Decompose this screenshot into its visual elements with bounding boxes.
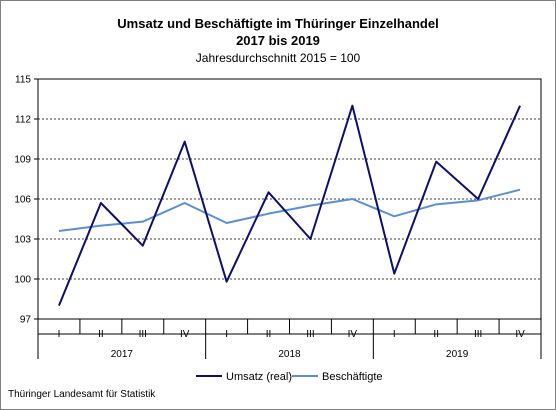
legend-label: Umsatz (real) [226, 371, 292, 383]
x-tick-label: IV [348, 329, 358, 340]
year-label: 2019 [446, 349, 469, 360]
x-tick-label: II [266, 329, 272, 340]
y-tick-label: 106 [14, 195, 31, 206]
year-label: 2017 [111, 349, 134, 360]
series-line-umsatz-real [58, 104, 521, 307]
x-tick-label: III [306, 329, 314, 340]
y-tick-label: 112 [15, 115, 31, 126]
legend-label: Beschäftigte [322, 371, 383, 383]
x-tick-label: III [139, 329, 147, 340]
x-tick-label: II [433, 329, 439, 340]
x-tick-label: IV [180, 329, 190, 340]
chart-subtitle: 2017 bis 2019 [236, 33, 320, 48]
y-tick-label: 97 [20, 315, 32, 326]
x-tick-label: I [225, 329, 228, 340]
chart-note: Jahresdurchschnitt 2015 = 100 [195, 51, 361, 65]
y-tick-label: 115 [15, 75, 31, 86]
source-note: Thüringer Landesamt für Statistik [8, 389, 156, 400]
series-line-beschäftigte [58, 188, 521, 232]
y-tick-label: 109 [14, 155, 31, 166]
chart-title: Umsatz und Beschäftigte im Thüringer Ein… [117, 16, 439, 31]
year-label: 2018 [278, 349, 301, 360]
x-tick-label: III [474, 329, 482, 340]
y-tick-label: 103 [14, 235, 31, 246]
x-tick-label: II [98, 329, 104, 340]
x-tick-label: I [58, 329, 61, 340]
plot-area [37, 78, 542, 320]
x-tick-label: IV [515, 329, 525, 340]
y-tick-label: 100 [14, 275, 31, 286]
x-tick-label: I [393, 329, 396, 340]
